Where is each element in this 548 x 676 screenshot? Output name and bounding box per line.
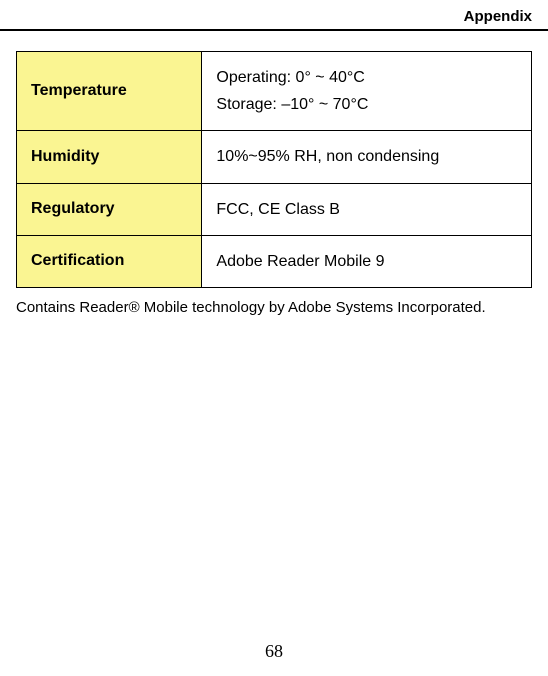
table-value-humidity: 10%~95% RH, non condensing (202, 131, 532, 183)
footnote: Contains Reader® Mobile technology by Ad… (16, 298, 532, 318)
table-row: Certification Adobe Reader Mobile 9 (17, 235, 532, 287)
table-row: Humidity 10%~95% RH, non condensing (17, 131, 532, 183)
table-row: Temperature Operating: 0° ~ 40°C Storage… (17, 52, 532, 131)
header: Appendix (0, 0, 548, 31)
table-label-certification: Certification (17, 235, 202, 287)
table-row: Regulatory FCC, CE Class B (17, 183, 532, 235)
table-value-line: 10%~95% RH, non condensing (216, 143, 517, 170)
table-label-temperature: Temperature (17, 52, 202, 131)
table-value-certification: Adobe Reader Mobile 9 (202, 235, 532, 287)
page-number: 68 (0, 641, 548, 662)
table-value-line: Storage: –10° ~ 70°C (216, 91, 517, 118)
header-title: Appendix (0, 8, 532, 25)
content-area: Temperature Operating: 0° ~ 40°C Storage… (0, 31, 548, 318)
table-value-regulatory: FCC, CE Class B (202, 183, 532, 235)
table-value-temperature: Operating: 0° ~ 40°C Storage: –10° ~ 70°… (202, 52, 532, 131)
table-value-line: Adobe Reader Mobile 9 (216, 248, 517, 275)
table-value-line: Operating: 0° ~ 40°C (216, 64, 517, 91)
table-label-humidity: Humidity (17, 131, 202, 183)
spec-table: Temperature Operating: 0° ~ 40°C Storage… (16, 51, 532, 288)
table-value-line: FCC, CE Class B (216, 196, 517, 223)
table-label-regulatory: Regulatory (17, 183, 202, 235)
